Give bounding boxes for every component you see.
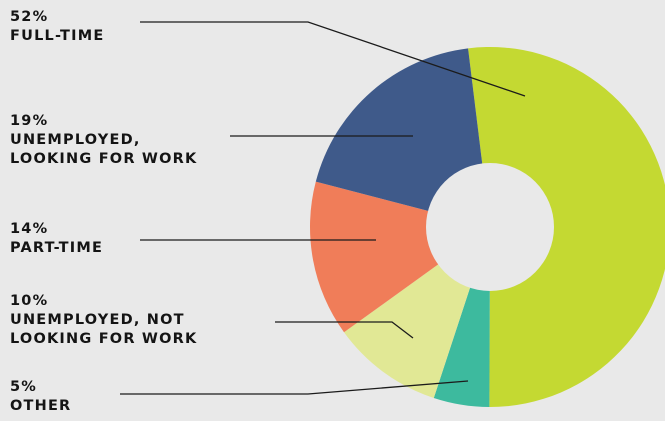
slice-labels: 52% FULL-TIME 19% UNEMPLOYED, LOOKING FOR WO…: [10, 9, 197, 414]
donut-slices: [309, 47, 665, 408]
leader-line-other: [120, 380, 469, 395]
percent-label-unemployed-not-looking-for-work: 10%: [10, 293, 48, 309]
category-label-unemployed-looking-for-work: LOOKING FOR WORK: [10, 151, 197, 167]
percent-label-other: 5%: [10, 379, 37, 395]
percent-label-full-time: 52%: [10, 9, 48, 25]
slice-full-time: [468, 47, 665, 408]
category-label-unemployed-not-looking-for-work: UNEMPLOYED, NOT: [10, 312, 185, 328]
category-label-other: OTHER: [10, 398, 71, 414]
category-label-full-time: FULL-TIME: [10, 28, 104, 44]
label-leader-lines: [120, 21, 526, 395]
percent-label-part-time: 14%: [10, 221, 48, 237]
donut-hole: [426, 163, 554, 291]
category-label-part-time: PART-TIME: [10, 240, 103, 256]
leader-line-unemployed-not-looking-for-work: [275, 321, 414, 339]
category-label-unemployed-looking-for-work: UNEMPLOYED,: [10, 132, 141, 148]
percent-label-unemployed-looking-for-work: 19%: [10, 113, 48, 129]
category-label-unemployed-not-looking-for-work: LOOKING FOR WORK: [10, 331, 197, 347]
leader-line-full-time: [140, 21, 526, 97]
